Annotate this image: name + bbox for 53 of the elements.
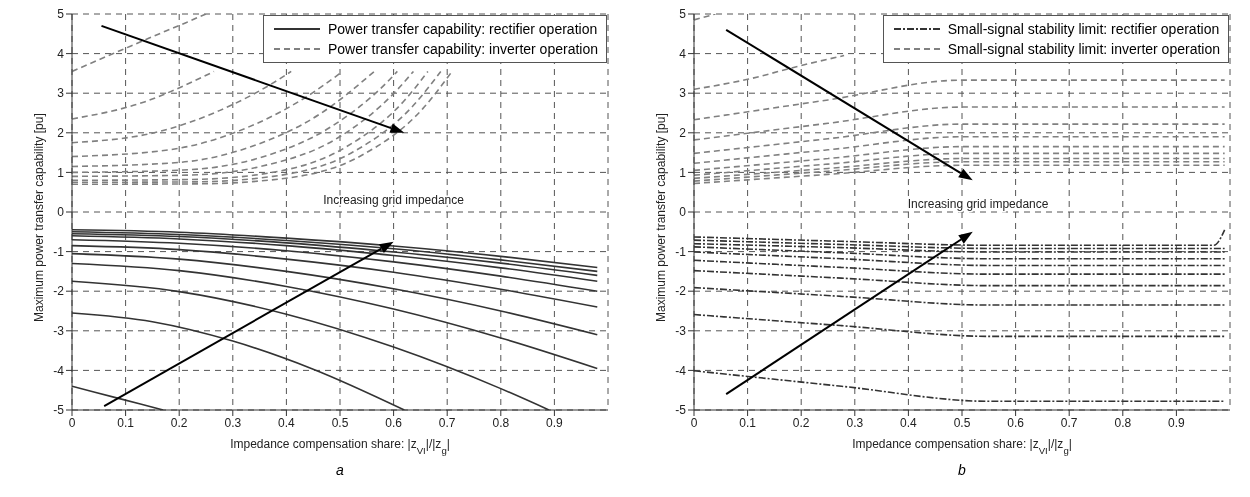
x-tick-label: 0.8 [492, 415, 510, 430]
x-tick-label: 0 [68, 415, 76, 430]
x-tick-label: 0.7 [1060, 415, 1078, 430]
y-tick-label: 1 [57, 165, 65, 180]
y-tick-label: 5 [679, 7, 687, 22]
x-tick-label: 0.6 [385, 415, 403, 430]
text: a [335, 462, 345, 478]
y-tick-label: 2 [57, 126, 65, 141]
y-tick-label: 4 [57, 46, 65, 61]
y-tick-label: 0 [57, 205, 65, 220]
x-tick-label: 0.9 [1168, 415, 1186, 430]
y-tick-label: 5 [57, 7, 65, 22]
y-tick-label: 2 [679, 126, 687, 141]
x-axis-title: Impedance compensation share: |z$_{VI}$|/|z$_{g}$| [852, 437, 1072, 456]
legend-label: Power transfer capability: rectifier operation [327, 20, 598, 39]
y-tick-label: 1 [679, 165, 687, 180]
x-tick-label: 0.1 [117, 415, 135, 430]
y-tick-label: -2 [53, 284, 65, 299]
x-tick-label: 0.2 [170, 415, 188, 430]
y-tick-label: -3 [675, 324, 687, 339]
y-tick-label: 4 [679, 46, 687, 61]
x-tick-label: 0.2 [792, 415, 810, 430]
legend-label: Power transfer capability: inverter operation [327, 40, 598, 59]
legend-label: Small-signal stability limit: inverter operation [947, 40, 1220, 59]
y-tick-label: 3 [679, 86, 687, 101]
y-axis-title: Maximum power transfer capability [pu] [32, 113, 47, 322]
y-tick-label: -4 [675, 363, 687, 378]
y-tick-label: -2 [675, 284, 687, 299]
x-tick-label: 0.3 [224, 415, 242, 430]
x-tick-label: 0.7 [438, 415, 456, 430]
y-tick-label: -1 [53, 244, 65, 259]
x-tick-label: 0.6 [1007, 415, 1025, 430]
x-tick-label: 0.1 [739, 415, 757, 430]
y-tick-label: -5 [53, 403, 65, 418]
x-tick-label: 0.9 [546, 415, 564, 430]
x-tick-label: 0 [690, 415, 698, 430]
x-tick-label: 0.5 [331, 415, 349, 430]
x-tick-label: 0.5 [953, 415, 971, 430]
legend-label: Small-signal stability limit: rectifier operation [947, 20, 1220, 39]
y-tick-label: -1 [675, 244, 687, 259]
y-tick-label: -4 [53, 363, 65, 378]
y-tick-label: -5 [675, 403, 687, 418]
y-tick-label: -3 [53, 324, 65, 339]
y-tick-label: 0 [679, 205, 687, 220]
x-tick-label: 0.8 [1114, 415, 1132, 430]
y-axis-title: Maximum power transfer capability [pu] [654, 113, 669, 322]
text: b [957, 462, 967, 478]
x-tick-label: 0.4 [278, 415, 296, 430]
annotation: Increasing grid impedance [907, 197, 1049, 212]
x-tick-label: 0.4 [900, 415, 918, 430]
x-tick-label: 0.3 [846, 415, 864, 430]
y-tick-label: 3 [57, 86, 65, 101]
x-axis-title: Impedance compensation share: |z$_{VI}$|/|z$_{g}$| [230, 437, 450, 456]
